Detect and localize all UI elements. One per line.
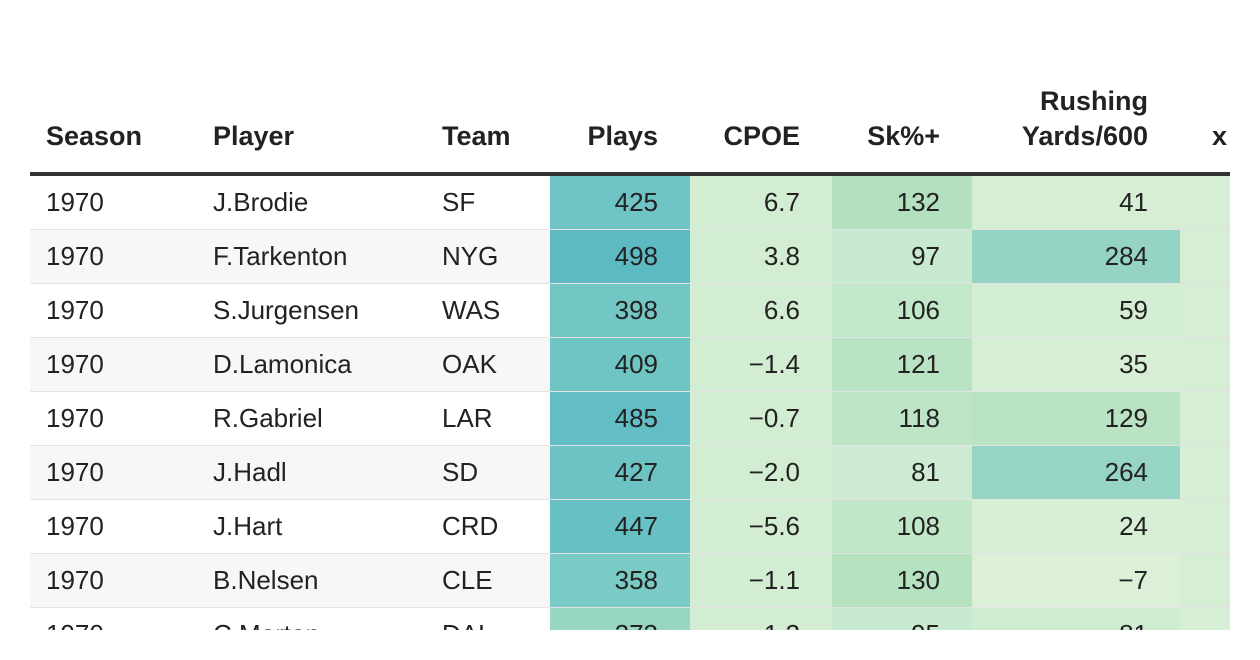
cell-cpoe: 6.6 — [690, 283, 832, 338]
header-cpoe[interactable]: CPOE — [690, 62, 832, 176]
cell-player: B.Nelsen — [197, 553, 426, 608]
cell-team: OAK — [426, 337, 550, 392]
table-header: Season Player Team Plays CPOE Sk%+ Rushi… — [30, 62, 1230, 176]
cell-sk-pct-plus: 108 — [832, 499, 972, 554]
cell-sk-pct-plus: 106 — [832, 283, 972, 338]
cell-rushing-yards-600: 41 — [972, 174, 1180, 230]
cell-rushing-yards-600: 264 — [972, 445, 1180, 500]
table-body: 1970 J.Brodie SF 425 6.7 132 41 1970 F.Tarkenton… — [30, 174, 1230, 630]
cell-sk-pct-plus: 118 — [832, 391, 972, 446]
cell-sk-pct-plus: 95 — [832, 607, 972, 630]
header-sk-pct-plus[interactable]: Sk%+ — [832, 62, 972, 176]
table-row: 1970C.MortonDAL273−1.29581 — [30, 607, 1230, 630]
cell-rushing-yards-600: 284 — [972, 229, 1180, 284]
cell-season: 1970 — [30, 391, 197, 446]
cell-cpoe: −1.2 — [690, 607, 832, 630]
cell-team: SF — [426, 174, 550, 230]
header-team[interactable]: Team — [426, 62, 550, 176]
cell-season: 1970 — [30, 174, 197, 230]
cell-x-partial — [1180, 445, 1230, 500]
cell-player: J.Brodie — [197, 174, 426, 230]
header-rushing-yards-600[interactable]: Rushing Yards/600 — [972, 62, 1180, 176]
cell-x-partial — [1180, 607, 1230, 630]
cell-player: F.Tarkenton — [197, 229, 426, 284]
cell-season: 1970 — [30, 607, 197, 630]
table-row: 1970 B.Nelsen CLE 358 −1.1 130 −7 — [30, 553, 1230, 608]
cell-cpoe: −1.4 — [690, 337, 832, 392]
cell-cpoe: −5.6 — [690, 499, 832, 554]
cell-cpoe: −1.1 — [690, 553, 832, 608]
cell-plays: 409 — [550, 337, 690, 392]
cell-cpoe: 6.7 — [690, 174, 832, 230]
header-plays[interactable]: Plays — [550, 62, 690, 176]
cell-x-partial — [1180, 553, 1230, 608]
cell-player: S.Jurgensen — [197, 283, 426, 338]
cell-rushing-yards-600: 81 — [972, 607, 1180, 630]
table-row: 1970 S.Jurgensen WAS 398 6.6 106 59 — [30, 283, 1230, 338]
cell-sk-pct-plus: 132 — [832, 174, 972, 230]
table-row: 1970 R.Gabriel LAR 485 −0.7 118 129 — [30, 391, 1230, 446]
header-row: Season Player Team Plays CPOE Sk%+ Rushi… — [30, 62, 1230, 176]
cell-plays: 427 — [550, 445, 690, 500]
qb-stats-table: Season Player Team Plays CPOE Sk%+ Rushi… — [30, 62, 1230, 630]
header-rushing-line1: Rushing — [1040, 86, 1148, 116]
cell-cpoe: −0.7 — [690, 391, 832, 446]
cell-plays: 498 — [550, 229, 690, 284]
cell-team: CRD — [426, 499, 550, 554]
cell-sk-pct-plus: 121 — [832, 337, 972, 392]
cell-team: WAS — [426, 283, 550, 338]
header-player[interactable]: Player — [197, 62, 426, 176]
cell-x-partial — [1180, 229, 1230, 284]
cell-rushing-yards-600: 59 — [972, 283, 1180, 338]
cell-season: 1970 — [30, 229, 197, 284]
cell-rushing-yards-600: −7 — [972, 553, 1180, 608]
cell-season: 1970 — [30, 553, 197, 608]
cell-team: DAL — [426, 607, 550, 630]
cell-player: R.Gabriel — [197, 391, 426, 446]
cell-cpoe: −2.0 — [690, 445, 832, 500]
cell-season: 1970 — [30, 337, 197, 392]
cell-player: J.Hart — [197, 499, 426, 554]
header-rushing-line2: Yards/600 — [1021, 121, 1148, 151]
table-row: 1970 J.Hart CRD 447 −5.6 108 24 — [30, 499, 1230, 554]
header-x-partial[interactable]: x — [1180, 62, 1230, 176]
cell-team: CLE — [426, 553, 550, 608]
cell-team: NYG — [426, 229, 550, 284]
cell-x-partial — [1180, 283, 1230, 338]
table-row: 1970 D.Lamonica OAK 409 −1.4 121 35 — [30, 337, 1230, 392]
cell-x-partial — [1180, 174, 1230, 230]
cell-player: C.Morton — [197, 607, 426, 630]
cell-player: D.Lamonica — [197, 337, 426, 392]
cell-x-partial — [1180, 499, 1230, 554]
cell-rushing-yards-600: 24 — [972, 499, 1180, 554]
qb-stats-table-container: Season Player Team Plays CPOE Sk%+ Rushi… — [30, 62, 1230, 630]
cell-plays: 358 — [550, 553, 690, 608]
cell-team: SD — [426, 445, 550, 500]
cell-cpoe: 3.8 — [690, 229, 832, 284]
cell-plays: 273 — [550, 607, 690, 630]
cell-plays: 447 — [550, 499, 690, 554]
cell-rushing-yards-600: 35 — [972, 337, 1180, 392]
cell-sk-pct-plus: 97 — [832, 229, 972, 284]
cell-x-partial — [1180, 391, 1230, 446]
cell-plays: 485 — [550, 391, 690, 446]
table-row: 1970 J.Hadl SD 427 −2.0 81 264 — [30, 445, 1230, 500]
cell-season: 1970 — [30, 283, 197, 338]
header-season[interactable]: Season — [30, 62, 197, 176]
cell-rushing-yards-600: 129 — [972, 391, 1180, 446]
cell-plays: 425 — [550, 174, 690, 230]
table-row: 1970 F.Tarkenton NYG 498 3.8 97 284 — [30, 229, 1230, 284]
cell-plays: 398 — [550, 283, 690, 338]
cell-season: 1970 — [30, 499, 197, 554]
table-row: 1970 J.Brodie SF 425 6.7 132 41 — [30, 174, 1230, 230]
cell-team: LAR — [426, 391, 550, 446]
cell-season: 1970 — [30, 445, 197, 500]
cell-sk-pct-plus: 130 — [832, 553, 972, 608]
cell-sk-pct-plus: 81 — [832, 445, 972, 500]
cell-player: J.Hadl — [197, 445, 426, 500]
cell-x-partial — [1180, 337, 1230, 392]
